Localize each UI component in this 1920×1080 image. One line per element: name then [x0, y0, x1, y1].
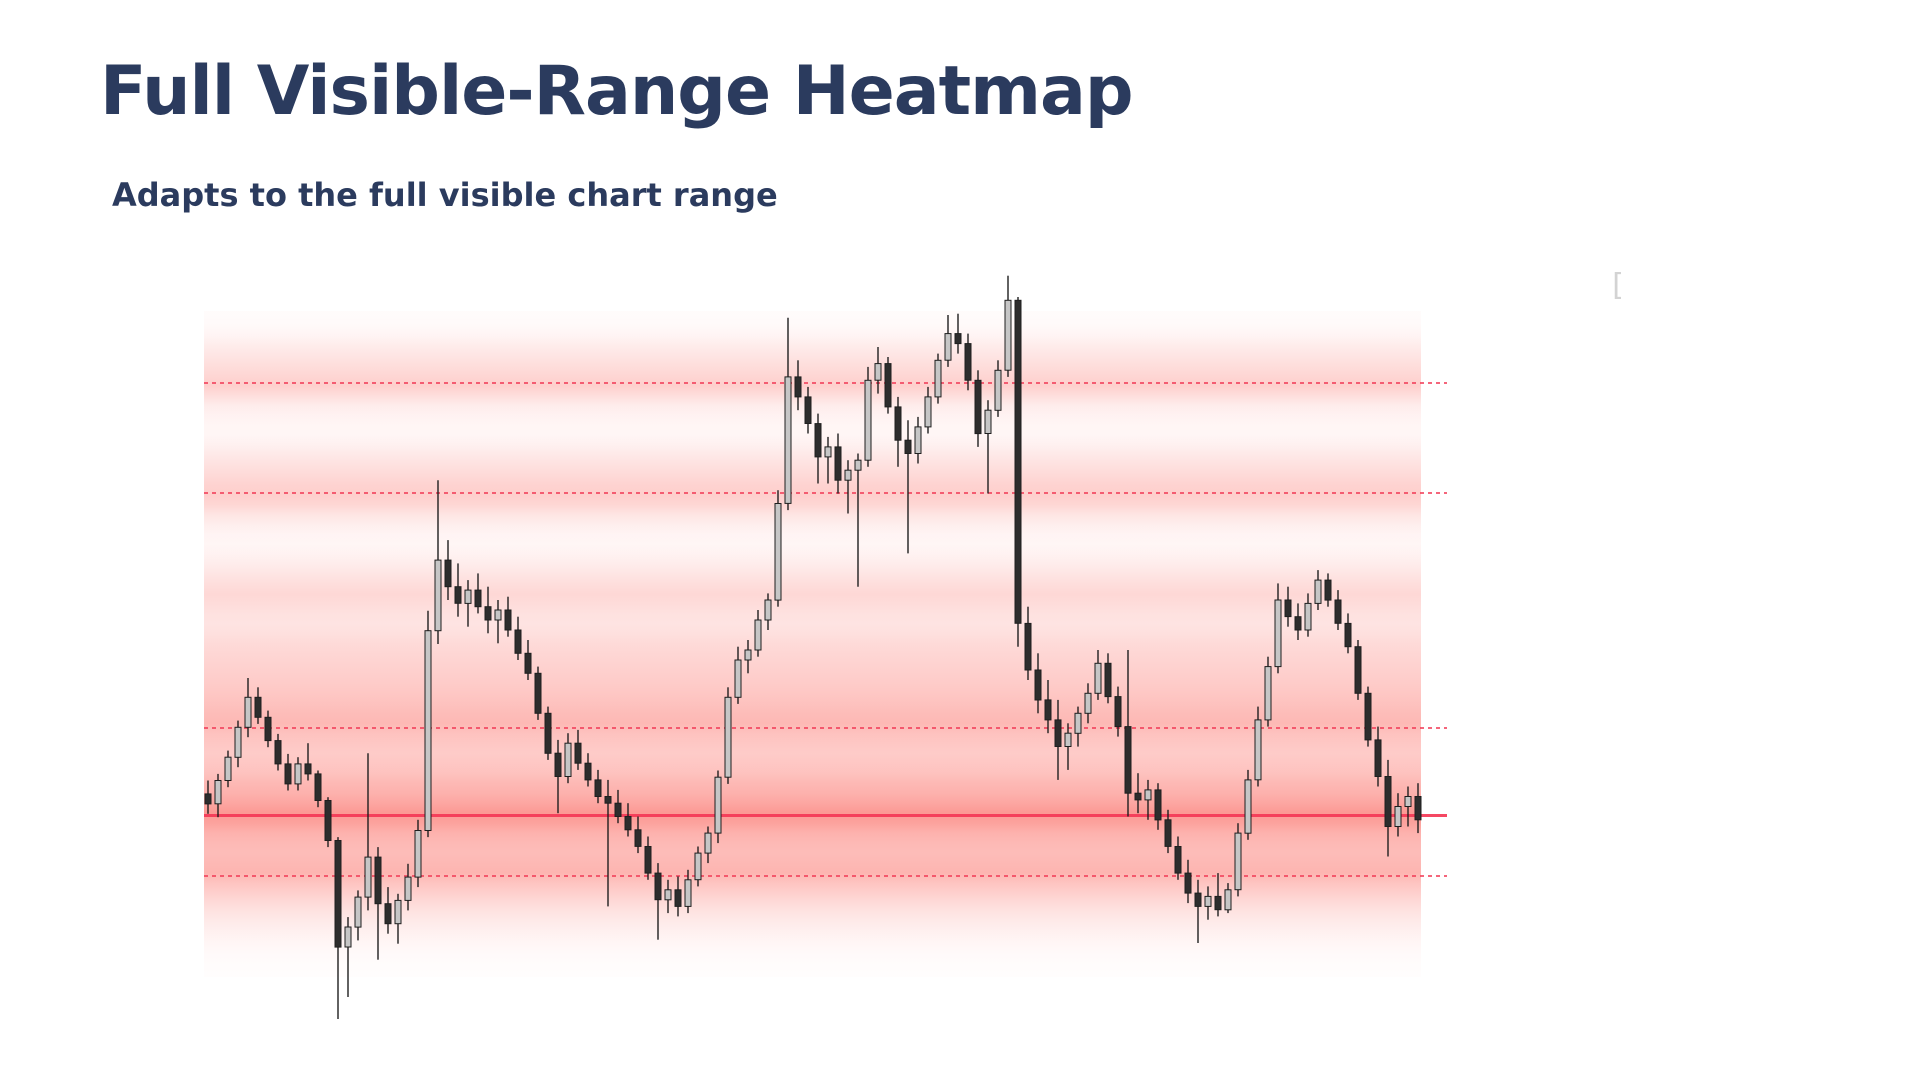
page-subtitle: Adapts to the full visible chart range	[112, 176, 778, 214]
heatmap-gradient-background	[204, 311, 1421, 977]
page-title: Full Visible-Range Heatmap	[100, 52, 1134, 131]
bracket-icon: [	[1608, 268, 1627, 303]
heatmap-chart[interactable]	[204, 311, 1421, 977]
